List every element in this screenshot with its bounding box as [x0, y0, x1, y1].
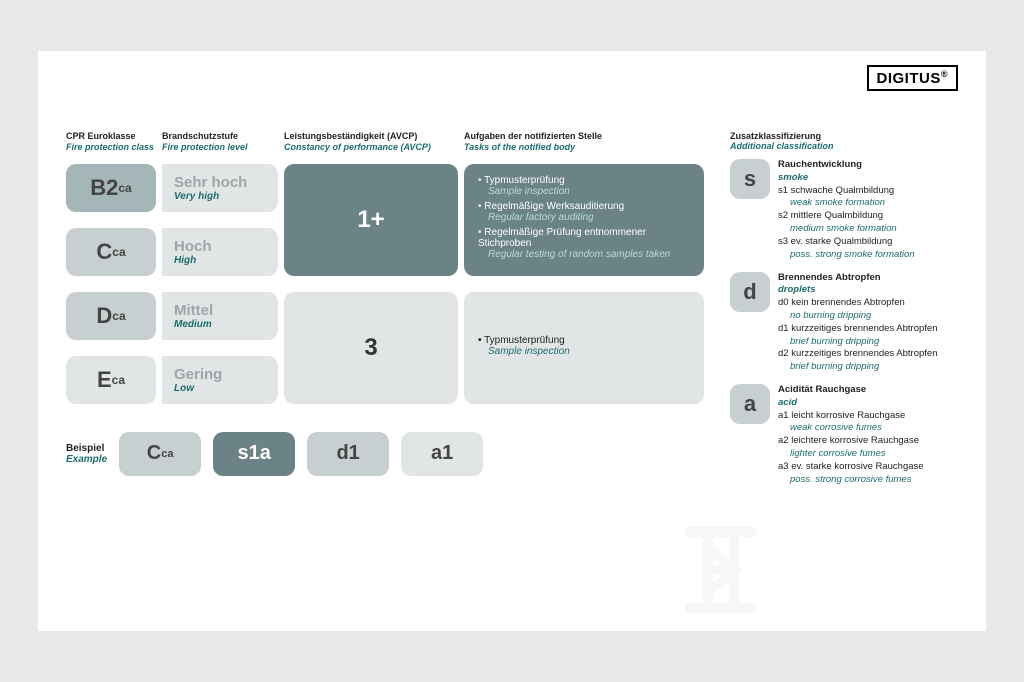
class-column-2: Dca Eca: [66, 292, 156, 404]
tasks-block2: TypmusterprüfungSample inspection: [464, 292, 704, 404]
header-col4: Aufgaben der notifizierten StelleTasks o…: [464, 131, 704, 154]
tasks-block1: TypmusterprüfungSample inspection Regelm…: [464, 164, 704, 276]
level-very-high: Sehr hochVery high: [162, 164, 278, 212]
task-item: TypmusterprüfungSample inspection: [478, 175, 690, 197]
example-box-s1a: s1a: [213, 432, 295, 476]
left-panel: CPR EuroklasseFire protection class Bran…: [66, 131, 704, 497]
class-cca: Cca: [66, 228, 156, 276]
right-header: ZusatzklassifizierungAdditional classifi…: [730, 131, 960, 151]
level-column-2: MittelMedium GeringLow: [162, 292, 278, 404]
example-label: BeispielExample: [66, 443, 107, 465]
class-column-1: B2ca Cca: [66, 164, 156, 276]
logo: DIGITUS®: [867, 65, 958, 91]
level-medium: MittelMedium: [162, 292, 278, 340]
avcp-1plus: 1+: [284, 164, 458, 276]
example-box-cca: Cca: [119, 432, 201, 476]
task-item: Regelmäßige Prüfung entnommener Stichpro…: [478, 227, 690, 260]
level-column-1: Sehr hochVery high HochHigh: [162, 164, 278, 276]
class-info: Rauchentwicklungsmokes1 schwache Qualmbi…: [778, 159, 915, 262]
task-item: Regelmäßige WerksauditierungRegular fact…: [478, 201, 690, 223]
class-info: Acidität Rauchgaseacida1 leicht korrosiv…: [778, 384, 924, 487]
example-box-d1: d1: [307, 432, 389, 476]
additional-class-s: sRauchentwicklungsmokes1 schwache Qualmb…: [730, 159, 960, 262]
example-box-a1: a1: [401, 432, 483, 476]
avcp-3: 3: [284, 292, 458, 404]
letter-box-d: d: [730, 272, 770, 312]
class-info: Brennendes Abtropfendropletsd0 kein bren…: [778, 272, 938, 375]
column-headers: CPR EuroklasseFire protection class Bran…: [66, 131, 704, 154]
class-eca: Eca: [66, 356, 156, 404]
class-dca: Dca: [66, 292, 156, 340]
class-b2ca: B2ca: [66, 164, 156, 212]
watermark-icon: [676, 520, 766, 625]
example-row: BeispielExample Cca s1a d1 a1: [66, 432, 704, 476]
additional-class-d: dBrennendes Abtropfendropletsd0 kein bre…: [730, 272, 960, 375]
header-col2: BrandschutzstufeFire protection level: [162, 131, 278, 154]
level-high: HochHigh: [162, 228, 278, 276]
header-col1: CPR EuroklasseFire protection class: [66, 131, 156, 154]
header-col3: Leistungsbeständigkeit (AVCP)Constancy o…: [284, 131, 458, 154]
letter-box-a: a: [730, 384, 770, 424]
level-low: GeringLow: [162, 356, 278, 404]
task-item: TypmusterprüfungSample inspection: [478, 335, 690, 357]
letter-box-s: s: [730, 159, 770, 199]
block-bottom: Dca Eca MittelMedium GeringLow 3 Typmust…: [66, 292, 704, 404]
page: DIGITUS® CPR EuroklasseFire protection c…: [38, 51, 986, 631]
right-panel: ZusatzklassifizierungAdditional classifi…: [730, 131, 960, 497]
block-top: B2ca Cca Sehr hochVery high HochHigh 1+ …: [66, 164, 704, 276]
additional-class-a: aAcidität Rauchgaseacida1 leicht korrosi…: [730, 384, 960, 487]
content-area: CPR EuroklasseFire protection class Bran…: [66, 131, 958, 497]
